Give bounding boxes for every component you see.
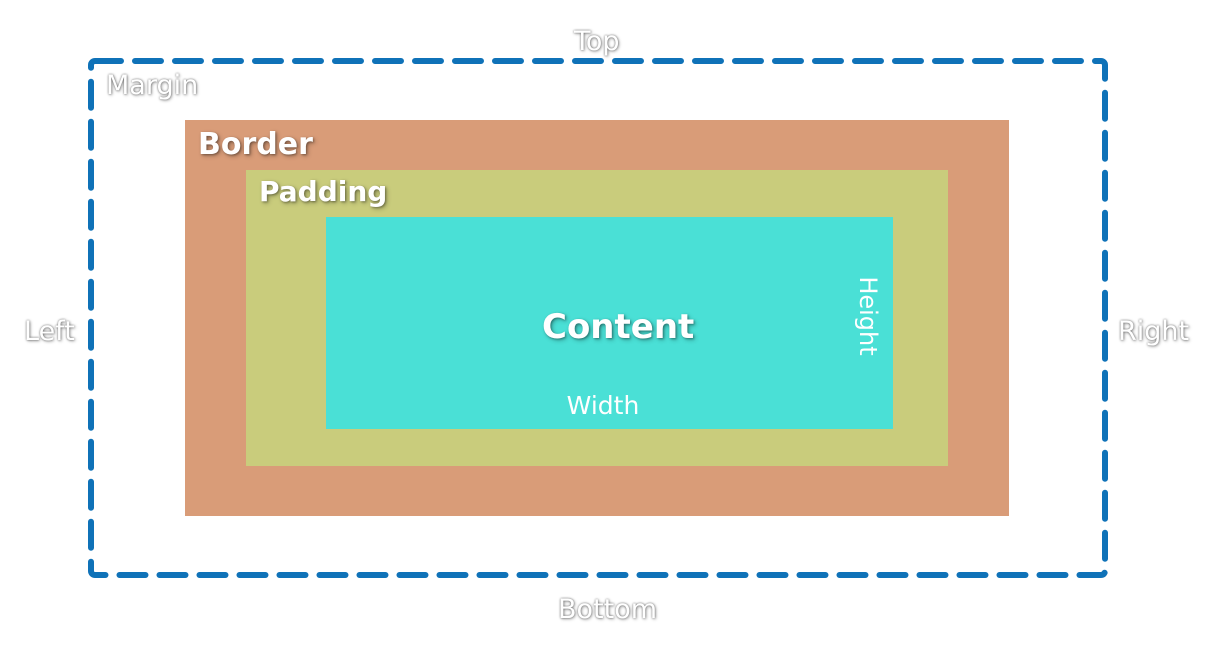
margin-rect bbox=[88, 58, 1108, 578]
margin-label: Margin bbox=[106, 70, 199, 101]
margin-left-label: Left bbox=[24, 316, 75, 347]
margin-outline bbox=[88, 58, 1108, 578]
content-label: Content bbox=[542, 307, 695, 347]
border-label: Border bbox=[198, 127, 313, 162]
margin-right-label: Right bbox=[1118, 316, 1190, 347]
padding-label: Padding bbox=[259, 175, 388, 208]
margin-top-label: Top bbox=[574, 26, 620, 57]
content-box bbox=[326, 217, 893, 429]
margin-bottom-label: Bottom bbox=[558, 594, 658, 625]
